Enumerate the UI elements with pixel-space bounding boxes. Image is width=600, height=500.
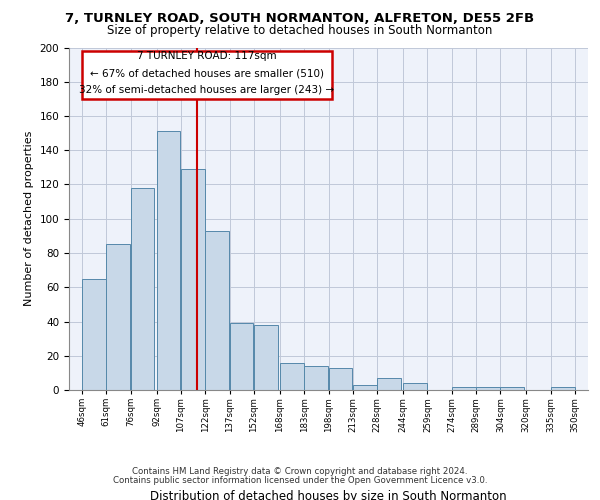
Bar (403, 383, 427, 390)
X-axis label: Distribution of detached houses by size in South Normanton: Distribution of detached houses by size … (150, 490, 507, 500)
Text: Contains HM Land Registry data © Crown copyright and database right 2024.: Contains HM Land Registry data © Crown c… (132, 467, 468, 476)
Y-axis label: Number of detached properties: Number of detached properties (24, 131, 34, 306)
Text: 32% of semi-detached houses are larger (243) →: 32% of semi-detached houses are larger (… (79, 86, 334, 96)
Bar (377, 378, 401, 390)
Bar (106, 244, 130, 390)
Bar (304, 366, 328, 390)
Text: Contains public sector information licensed under the Open Government Licence v3: Contains public sector information licen… (113, 476, 487, 485)
Bar (452, 386, 476, 390)
Bar (353, 385, 377, 390)
Bar (82, 278, 106, 390)
Text: Size of property relative to detached houses in South Normanton: Size of property relative to detached ho… (107, 24, 493, 37)
Bar (181, 169, 205, 390)
Bar (254, 325, 278, 390)
Bar (230, 323, 253, 390)
Bar (280, 362, 304, 390)
Bar (157, 132, 181, 390)
Bar (551, 386, 575, 390)
Bar (131, 188, 154, 390)
FancyBboxPatch shape (82, 51, 332, 99)
Text: 7 TURNLEY ROAD: 117sqm: 7 TURNLEY ROAD: 117sqm (137, 51, 277, 61)
Bar (500, 386, 524, 390)
Text: ← 67% of detached houses are smaller (510): ← 67% of detached houses are smaller (51… (90, 68, 324, 78)
Text: 7, TURNLEY ROAD, SOUTH NORMANTON, ALFRETON, DE55 2FB: 7, TURNLEY ROAD, SOUTH NORMANTON, ALFRET… (65, 12, 535, 26)
Bar (205, 230, 229, 390)
Bar (476, 386, 500, 390)
Bar (329, 368, 352, 390)
